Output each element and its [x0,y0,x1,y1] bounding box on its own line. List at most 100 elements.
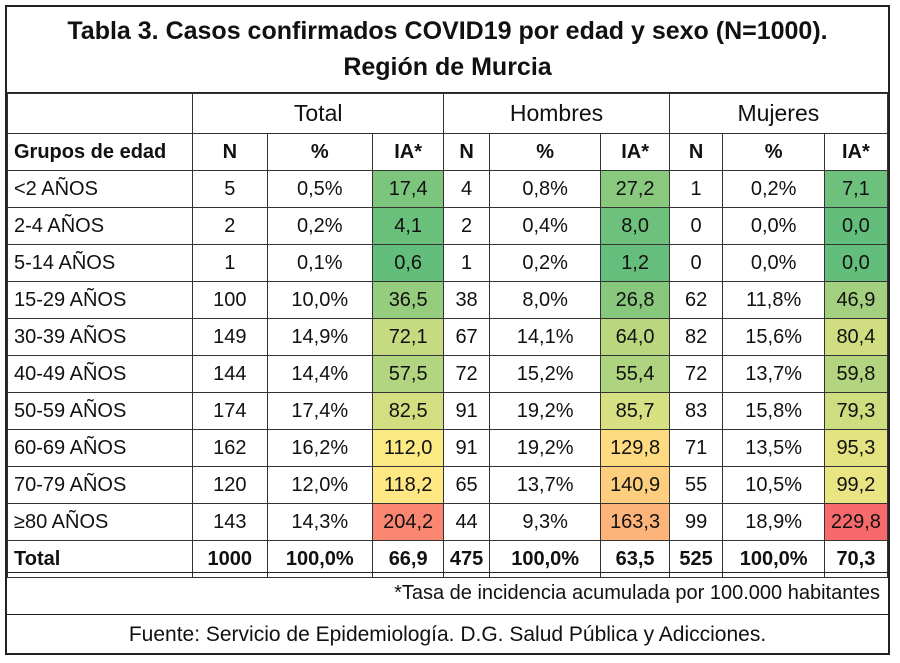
table-row: 5-14 AÑOS 1 0,1% 0,6 1 0,2% 1,2 0 0,0% 0,0 [6,244,889,282]
col-header-mujeres-ia: IA* [823,133,889,171]
cell-hombres-ia: 63,5 [600,540,670,578]
group-header-total: Total [192,93,445,134]
cell-mujeres-pct: 0,0% [722,244,825,282]
table-row: 70-79 AÑOS 120 12,0% 118,2 65 13,7% 140,9 55 10,… [6,466,889,504]
cell-total-ia: 118,2 [371,466,445,504]
cell-total-ia: 57,5 [371,355,445,393]
cell-total-ia: 0,6 [371,244,445,282]
cell-total-pct: 16,2% [266,429,373,467]
cell-hombres-ia: 8,0 [600,207,670,245]
table-title: Tabla 3. Casos confirmados COVID19 por e… [7,7,888,93]
group-header-hombres: Hombres [443,93,670,134]
empty-corner-cell [6,93,194,134]
table-frame: Tabla 3. Casos confirmados COVID19 por e… [5,5,890,655]
cell-total-ia: 17,4 [371,170,445,208]
cell-mujeres-pct: 10,5% [722,466,825,504]
cell-mujeres-pct: 15,8% [722,392,825,430]
col-header-grupos: Grupos de edad [6,133,194,171]
cell-mujeres-ia: 0,0 [823,207,889,245]
cell-mujeres-n: 82 [668,318,724,356]
table-row: ≥80 AÑOS 143 14,3% 204,2 44 9,3% 163,3 99 18,9% 2… [6,503,889,541]
cell-total-n: 2 [192,207,268,245]
col-header-total-n: N [192,133,268,171]
cell-mujeres-n: 72 [668,355,724,393]
cell-hombres-n: 72 [443,355,490,393]
cell-mujeres-n: 71 [668,429,724,467]
cell-total-pct: 0,1% [266,244,373,282]
cell-hombres-n: 1 [443,244,490,282]
cell-mujeres-n: 83 [668,392,724,430]
cell-total-ia: 112,0 [371,429,445,467]
cell-total-pct: 10,0% [266,281,373,319]
col-header-mujeres-pct: % [722,133,825,171]
column-header-row: Grupos de edad N % IA* N % IA* N % IA* [6,133,889,171]
cell-hombres-n: 91 [443,429,490,467]
cell-total-pct: 0,5% [266,170,373,208]
source-note: Fuente: Servicio de Epidemiología. D.G. … [7,614,888,655]
cell-total-n: 149 [192,318,268,356]
cell-hombres-n: 91 [443,392,490,430]
cell-total-ia: 4,1 [371,207,445,245]
cell-total-pct: 17,4% [266,392,373,430]
cell-mujeres-ia: 70,3 [823,540,889,578]
footnote: *Tasa de incidencia acumulada por 100.00… [7,572,888,614]
cell-hombres-pct: 9,3% [488,503,602,541]
cell-hombres-n: 4 [443,170,490,208]
cell-total-n: 1000 [192,540,268,578]
cell-total-pct: 12,0% [266,466,373,504]
col-header-total-ia: IA* [371,133,445,171]
cell-mujeres-ia: 59,8 [823,355,889,393]
cell-hombres-n: 38 [443,281,490,319]
cell-hombres-pct: 19,2% [488,392,602,430]
cell-total-pct: 0,2% [266,207,373,245]
cell-total-n: 144 [192,355,268,393]
cell-total-pct: 14,3% [266,503,373,541]
cell-hombres-ia: 1,2 [600,244,670,282]
cell-mujeres-pct: 15,6% [722,318,825,356]
cell-mujeres-n: 525 [668,540,724,578]
cell-mujeres-n: 55 [668,466,724,504]
cell-mujeres-n: 62 [668,281,724,319]
cell-total-n: 5 [192,170,268,208]
cell-hombres-pct: 8,0% [488,281,602,319]
cell-mujeres-n: 0 [668,244,724,282]
age-group-label: 30-39 AÑOS [6,318,194,356]
cell-total-pct: 14,9% [266,318,373,356]
cell-hombres-pct: 0,2% [488,244,602,282]
cell-total-n: 174 [192,392,268,430]
cell-mujeres-ia: 7,1 [823,170,889,208]
age-group-label: 40-49 AÑOS [6,355,194,393]
cell-total-n: 162 [192,429,268,467]
cell-mujeres-pct: 0,0% [722,207,825,245]
cell-mujeres-pct: 0,2% [722,170,825,208]
cell-total-n: 100 [192,281,268,319]
col-header-total-pct: % [266,133,373,171]
cases-table: Total Hombres Mujeres Grupos de edad N %… [6,93,889,578]
col-header-hombres-ia: IA* [600,133,670,171]
cell-hombres-n: 65 [443,466,490,504]
total-row: Total 1000 100,0% 66,9 475 100,0% 63,5 525 100,0… [6,540,889,578]
age-group-label: 70-79 AÑOS [6,466,194,504]
col-header-mujeres-n: N [668,133,724,171]
cell-hombres-ia: 140,9 [600,466,670,504]
cell-mujeres-pct: 13,7% [722,355,825,393]
cell-hombres-n: 2 [443,207,490,245]
cell-hombres-pct: 19,2% [488,429,602,467]
table-row: 60-69 AÑOS 162 16,2% 112,0 91 19,2% 129,8 71 13,… [6,429,889,467]
cell-hombres-ia: 163,3 [600,503,670,541]
table-row: 50-59 AÑOS 174 17,4% 82,5 91 19,2% 85,7 83 15,8%… [6,392,889,430]
cell-mujeres-n: 1 [668,170,724,208]
cell-hombres-n: 44 [443,503,490,541]
cell-hombres-pct: 0,8% [488,170,602,208]
age-group-label: Total [6,540,194,578]
cell-hombres-pct: 13,7% [488,466,602,504]
cell-mujeres-pct: 18,9% [722,503,825,541]
cell-mujeres-pct: 11,8% [722,281,825,319]
cell-mujeres-ia: 80,4 [823,318,889,356]
cell-mujeres-ia: 229,8 [823,503,889,541]
table-row: 40-49 AÑOS 144 14,4% 57,5 72 15,2% 55,4 72 13,7%… [6,355,889,393]
age-group-label: <2 AÑOS [6,170,194,208]
cell-mujeres-pct: 100,0% [722,540,825,578]
cell-total-n: 1 [192,244,268,282]
cell-mujeres-pct: 13,5% [722,429,825,467]
